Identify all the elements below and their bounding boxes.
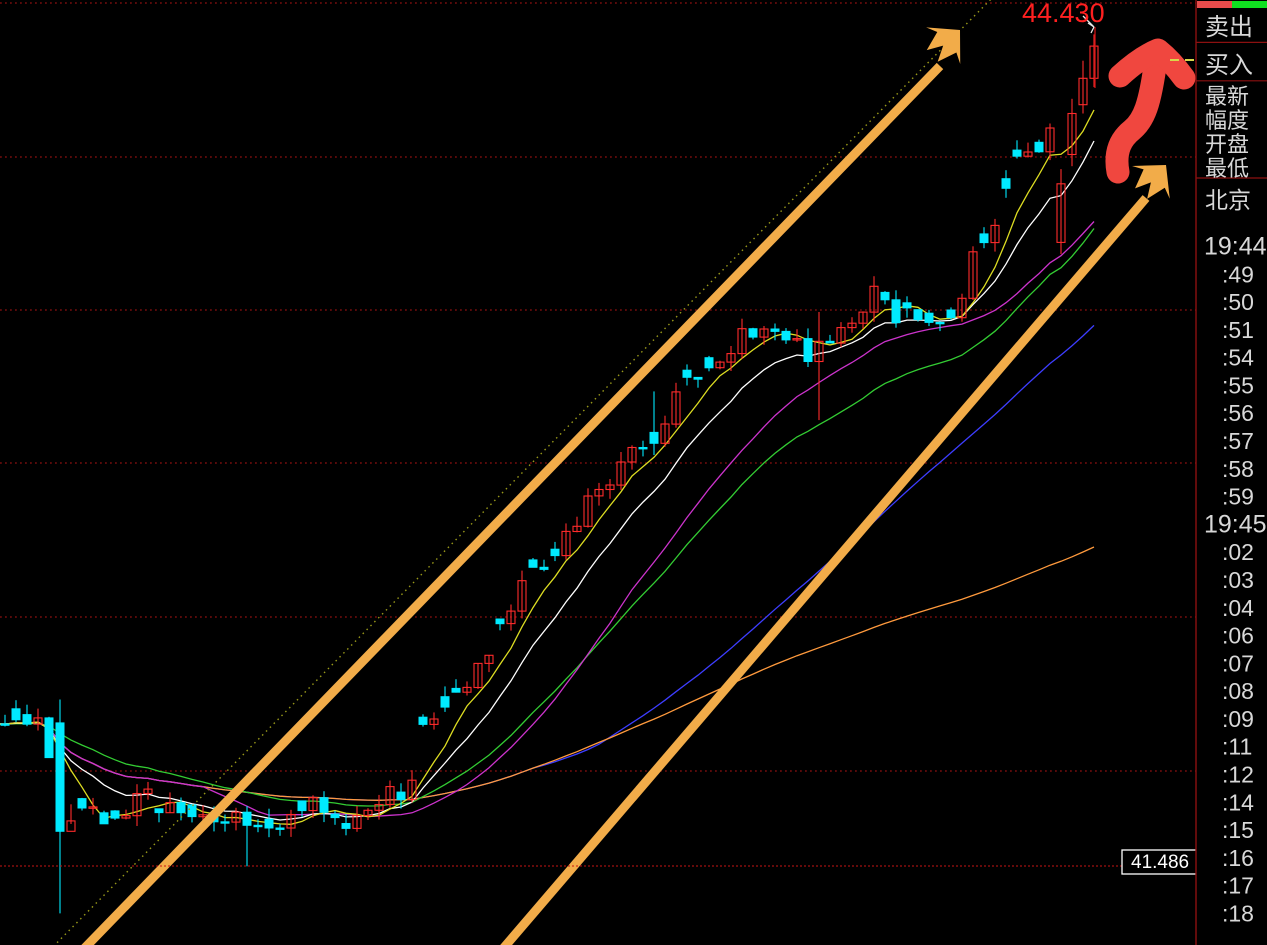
svg-text:开盘: 开盘 <box>1205 132 1249 157</box>
svg-text::18: :18 <box>1222 901 1254 927</box>
svg-text:北京: 北京 <box>1205 187 1251 213</box>
svg-text::15: :15 <box>1222 817 1254 843</box>
svg-text::59: :59 <box>1222 484 1254 510</box>
svg-text:买入: 买入 <box>1205 52 1253 79</box>
svg-text:41.486: 41.486 <box>1131 852 1189 873</box>
svg-text:最新: 最新 <box>1205 84 1249 109</box>
svg-text::17: :17 <box>1222 873 1254 899</box>
svg-text::58: :58 <box>1222 456 1254 482</box>
svg-text::57: :57 <box>1222 428 1254 454</box>
svg-text::03: :03 <box>1222 567 1254 593</box>
svg-text::09: :09 <box>1222 706 1254 732</box>
svg-text::06: :06 <box>1222 623 1254 649</box>
svg-text:19:45: 19:45 <box>1204 510 1267 538</box>
svg-text::49: :49 <box>1222 261 1254 287</box>
svg-text:卖出: 卖出 <box>1205 14 1253 41</box>
svg-text::55: :55 <box>1222 372 1254 398</box>
svg-text::08: :08 <box>1222 678 1254 704</box>
svg-text::16: :16 <box>1222 845 1254 871</box>
svg-text::51: :51 <box>1222 317 1254 343</box>
svg-text:19:44: 19:44 <box>1204 233 1267 261</box>
svg-text::02: :02 <box>1222 539 1254 565</box>
svg-text::50: :50 <box>1222 289 1254 315</box>
svg-text::11: :11 <box>1222 734 1252 760</box>
svg-text::07: :07 <box>1222 650 1254 676</box>
svg-text::04: :04 <box>1222 595 1254 621</box>
svg-text::54: :54 <box>1222 345 1254 371</box>
svg-text::14: :14 <box>1222 789 1254 815</box>
svg-text::12: :12 <box>1222 762 1254 788</box>
svg-text:最低: 最低 <box>1205 156 1249 181</box>
svg-text:幅度: 幅度 <box>1205 108 1249 133</box>
svg-text:44.430: 44.430 <box>1022 0 1105 28</box>
svg-text::56: :56 <box>1222 400 1254 426</box>
